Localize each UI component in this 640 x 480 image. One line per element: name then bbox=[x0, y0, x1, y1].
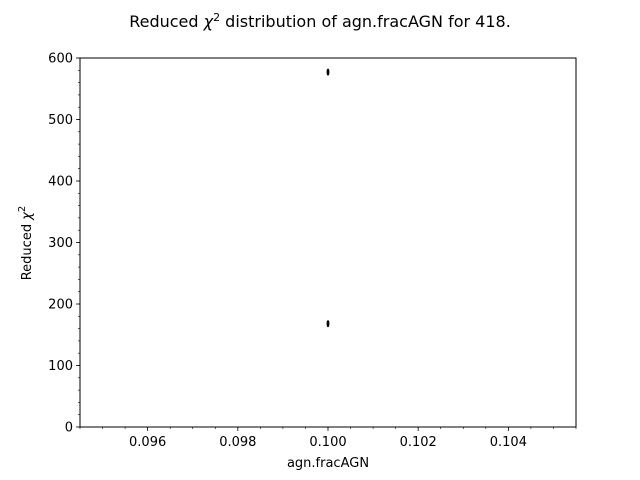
y-tick-label: 200 bbox=[48, 298, 73, 313]
x-tick-label: 0.098 bbox=[219, 435, 256, 450]
plot-area: 0 100 200 300 400 500 600 0.096 0.098 0.100 0.102 0… bbox=[48, 52, 577, 450]
x-tick-label: 0.100 bbox=[309, 435, 346, 450]
axes-frame bbox=[79, 57, 577, 428]
y-tick-label: 500 bbox=[48, 113, 73, 128]
y-tick-label: 100 bbox=[48, 359, 73, 374]
x-tick-label: 0.102 bbox=[400, 435, 437, 450]
x-tick-label: 0.104 bbox=[490, 435, 527, 450]
x-axis-label: agn.fracAGN bbox=[287, 456, 369, 471]
x-tick-label: 0.096 bbox=[129, 435, 166, 450]
y-tick-label: 0 bbox=[65, 421, 73, 436]
chart-title: Reduced χ2 distribution of agn.fracAGN f… bbox=[129, 11, 511, 31]
data-point bbox=[326, 71, 330, 76]
data-point bbox=[326, 320, 330, 325]
y-tick-label: 300 bbox=[48, 236, 73, 251]
y-axis-label: Reduced χ2 bbox=[17, 206, 35, 281]
y-tick-label: 400 bbox=[48, 175, 73, 190]
y-tick-label: 600 bbox=[48, 52, 73, 67]
